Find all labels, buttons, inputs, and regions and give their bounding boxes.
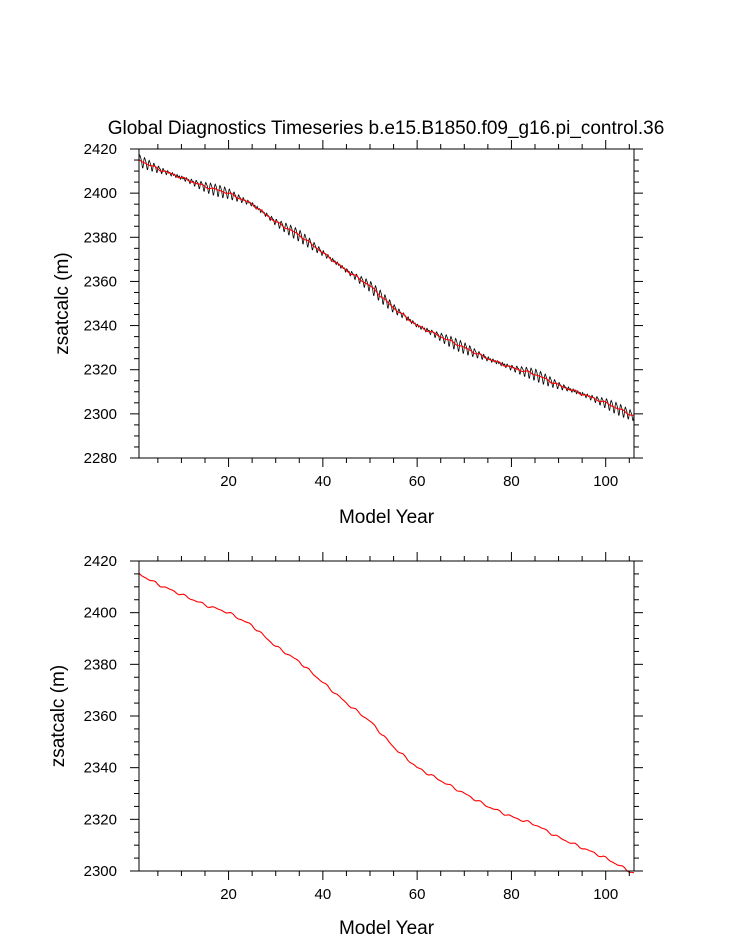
y-tick-label: 2400 [84, 605, 117, 622]
y-tick-label: 2340 [84, 318, 117, 335]
x-tick-label: 60 [409, 886, 426, 903]
x-tick-label: 40 [315, 886, 332, 903]
y-tick-label: 2340 [84, 760, 117, 777]
y-tick-label: 2300 [84, 863, 117, 880]
y-tick-label: 2300 [84, 406, 117, 423]
y-tick-label: 2420 [84, 553, 117, 570]
plot-frame [138, 560, 635, 872]
bottom-timeseries-panel: 20 40 60 80 100 2300 2320 2340 2360 2380 2400 2420 M… [48, 552, 643, 939]
y-tick-label: 2380 [84, 229, 117, 246]
y-tick-label: 2380 [84, 656, 117, 673]
y-tick-label: 2420 [84, 141, 117, 158]
y-axis-title: zsatcalc (m) [48, 665, 69, 767]
y-tick-label: 2400 [84, 185, 117, 202]
y-tick-label: 2320 [84, 362, 117, 379]
figure-title: Global Diagnostics Timeseries b.e15.B185… [108, 118, 665, 139]
y-axis-title: zsatcalc (m) [52, 252, 73, 354]
x-axis-title: Model Year [339, 507, 435, 528]
x-axis-title: Model Year [339, 918, 435, 939]
series-line-annual [138, 572, 635, 874]
x-tick-label: 20 [220, 886, 237, 903]
y-tick-label: 2280 [84, 450, 117, 467]
series-line-annual [138, 159, 635, 416]
y-tick-label: 2360 [84, 708, 117, 725]
y-tick-label: 2320 [84, 811, 117, 828]
x-tick-label: 60 [409, 473, 426, 490]
x-tick-label: 40 [315, 473, 332, 490]
y-tick-label: 2360 [84, 273, 117, 290]
x-tick-label: 20 [220, 473, 237, 490]
series-line-monthly [138, 154, 635, 421]
top-timeseries-panel: 20 40 60 80 100 2280 2300 2320 2340 2360 2380 2400 2… [52, 140, 643, 528]
x-tick-label: 80 [503, 886, 520, 903]
x-tick-label: 100 [593, 886, 618, 903]
x-tick-label: 80 [503, 473, 520, 490]
x-tick-label: 100 [593, 473, 618, 490]
